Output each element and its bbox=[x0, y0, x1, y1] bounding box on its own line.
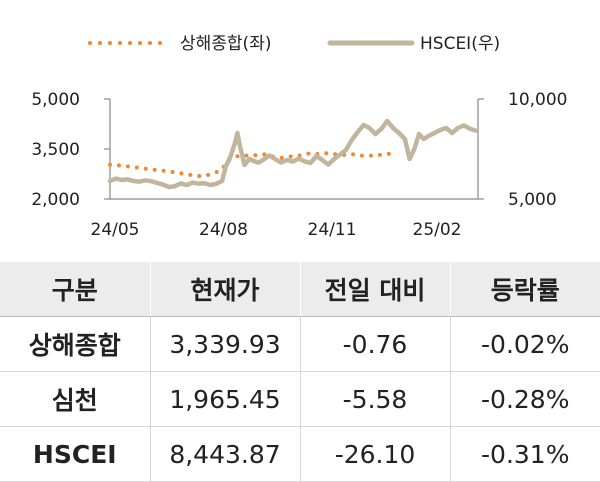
row-change: -26.10 bbox=[299, 426, 450, 482]
row-name: HSCEI bbox=[0, 426, 150, 482]
right-tick-label: 5,000 bbox=[508, 190, 557, 210]
legend-label-shanghai: 상해종합(좌) bbox=[180, 34, 271, 54]
row-rate: -0.31% bbox=[449, 426, 600, 482]
row-price: 1,965.45 bbox=[149, 371, 300, 427]
chart-legend: 상해종합(좌) HSCEI(우) bbox=[88, 34, 500, 54]
left-tick-label: 3,500 bbox=[31, 140, 80, 160]
header-category: 구분 bbox=[0, 262, 150, 317]
row-name: 심천 bbox=[0, 371, 150, 427]
series-line-shanghai bbox=[108, 150, 396, 179]
market-table: 구분 현재가 전일 대비 등락률 상해종합 3,339.93 -0.76 -0.… bbox=[0, 262, 600, 482]
header-change-rate: 등락률 bbox=[449, 262, 600, 317]
row-price: 8,443.87 bbox=[149, 426, 300, 482]
legend-label-hscei: HSCEI(우) bbox=[420, 34, 500, 54]
table-row: HSCEI 8,443.87 -26.10 -0.31% bbox=[0, 426, 600, 482]
x-tick-label: 24/05 bbox=[91, 220, 140, 240]
table-row: 상해종합 3,339.93 -0.76 -0.02% bbox=[0, 316, 600, 372]
table-header-row: 구분 현재가 전일 대비 등락률 bbox=[0, 262, 600, 317]
table-row: 심천 1,965.45 -5.58 -0.28% bbox=[0, 371, 600, 427]
tick-labels: 5,000 3,500 2,000 10,000 5,000 24/05 24/08 24/1… bbox=[31, 90, 567, 240]
row-price: 3,339.93 bbox=[149, 316, 300, 372]
header-change: 전일 대비 bbox=[299, 262, 450, 317]
header-current-price: 현재가 bbox=[149, 262, 300, 317]
line-chart: 상해종합(좌) HSCEI(우) 5,0003,5002,00010,0005,0… bbox=[31, 34, 567, 240]
series-layer bbox=[107, 118, 478, 190]
right-tick-label: 10,000 bbox=[508, 90, 567, 110]
series-line-hscei bbox=[107, 118, 478, 190]
row-change: -5.58 bbox=[299, 371, 450, 427]
left-tick-label: 2,000 bbox=[31, 190, 80, 210]
left-tick-label: 5,000 bbox=[31, 90, 80, 110]
row-rate: -0.02% bbox=[449, 316, 600, 372]
row-name: 상해종합 bbox=[0, 316, 150, 372]
x-tick-label: 25/02 bbox=[413, 220, 462, 240]
row-change: -0.76 bbox=[299, 316, 450, 372]
row-rate: -0.28% bbox=[449, 371, 600, 427]
x-tick-label: 24/08 bbox=[199, 220, 248, 240]
x-tick-label: 24/11 bbox=[308, 220, 357, 240]
